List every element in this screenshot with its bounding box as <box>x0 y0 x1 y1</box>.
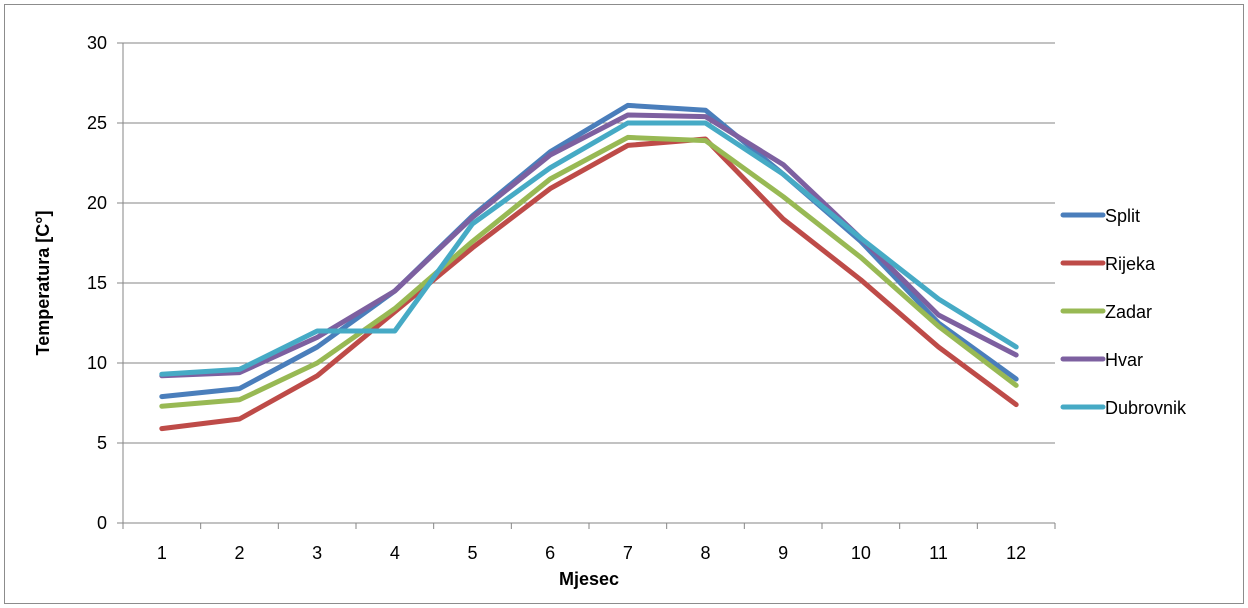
x-tick-label: 4 <box>390 543 400 563</box>
legend-label-dubrovnik: Dubrovnik <box>1105 398 1187 418</box>
series-line-dubrovnik <box>159 120 1019 377</box>
y-axis-title: Temperatura [C°] <box>33 211 53 356</box>
y-tick-label: 10 <box>87 353 107 373</box>
x-tick-label: 7 <box>623 543 633 563</box>
legend-label-split: Split <box>1105 206 1140 226</box>
axes <box>117 42 1056 529</box>
legend-label-rijeka: Rijeka <box>1105 254 1156 274</box>
x-tick-label: 9 <box>778 543 788 563</box>
series-line-rijeka <box>159 136 1019 432</box>
legend: Split Rijeka Zadar Hvar Dubrovnik <box>1060 206 1187 418</box>
y-tick-label: 25 <box>87 113 107 133</box>
y-tick-label: 15 <box>87 273 107 293</box>
x-tick-label: 5 <box>467 543 477 563</box>
series-line-split <box>159 102 1019 400</box>
series-line-hvar <box>159 112 1019 379</box>
series-lines <box>159 102 1019 432</box>
series-line-zadar <box>159 134 1019 409</box>
y-tick-label: 30 <box>87 33 107 53</box>
legend-label-zadar: Zadar <box>1105 302 1152 322</box>
y-tick-label: 0 <box>97 513 107 533</box>
x-tick-label: 11 <box>929 543 948 563</box>
gridlines <box>123 42 1055 444</box>
x-tick-label: 3 <box>312 543 322 563</box>
x-tick-label: 12 <box>1006 543 1026 563</box>
y-tick-label: 20 <box>87 193 107 213</box>
x-tick-label: 6 <box>545 543 555 563</box>
x-tick-label: 8 <box>700 543 710 563</box>
x-tick-label: 1 <box>157 543 167 563</box>
x-tick-label: 10 <box>851 543 871 563</box>
x-tick-label: 2 <box>234 543 244 563</box>
y-tick-label: 5 <box>97 433 107 453</box>
legend-label-hvar: Hvar <box>1105 350 1143 370</box>
x-axis-title: Mjesec <box>559 569 619 589</box>
chart-frame: 0 5 10 15 20 25 30 1 2 3 4 5 6 7 8 9 10 11 12 Mjesec Tempe… <box>4 4 1244 604</box>
